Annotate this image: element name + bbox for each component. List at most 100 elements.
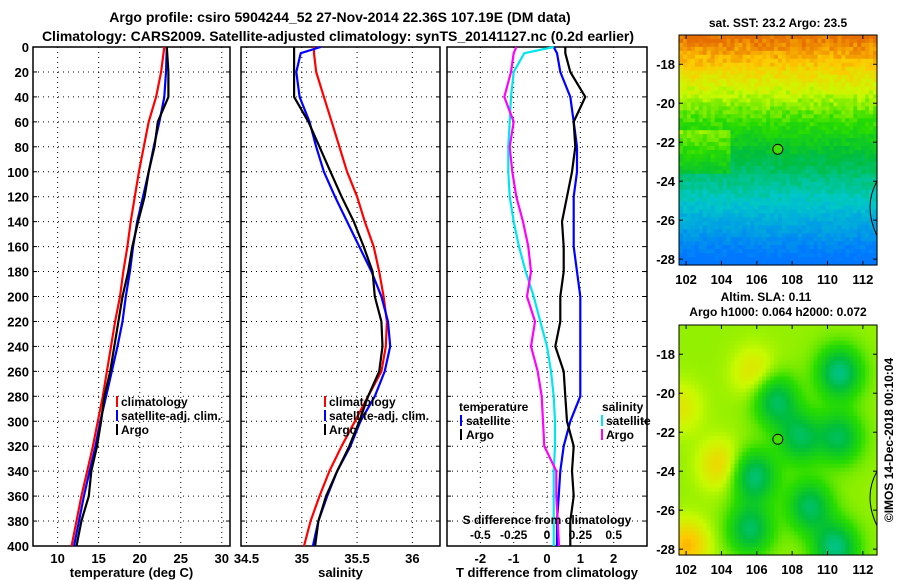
- map-cell: [698, 344, 704, 350]
- map-cell: [857, 74, 862, 80]
- map-cell: [754, 360, 759, 366]
- map-cell: [778, 416, 783, 421]
- map-cell: [857, 328, 862, 334]
- map-cell: [722, 78, 728, 84]
- map-cell: [770, 447, 775, 453]
- map-cell: [833, 118, 838, 123]
- map-cell: [722, 62, 728, 68]
- map-cell: [845, 138, 850, 143]
- map-cell: [861, 344, 866, 350]
- map-cell: [750, 340, 755, 346]
- map-cell: [869, 165, 874, 171]
- map-cell: [789, 90, 795, 96]
- map-cell: [789, 356, 795, 362]
- map-cell: [789, 46, 795, 52]
- map-cell: [738, 455, 743, 461]
- map-cell: [718, 412, 724, 417]
- map-cell: [694, 440, 700, 445]
- map-cell: [857, 126, 862, 131]
- map-cell: [770, 110, 775, 115]
- map-cell: [865, 185, 870, 191]
- map-cell: [738, 169, 743, 175]
- map-cell: [702, 50, 708, 56]
- map-cell: [714, 376, 720, 382]
- map-cell: [833, 58, 838, 64]
- map-cell: [686, 455, 692, 461]
- map-cell: [825, 86, 831, 92]
- map-cell: [833, 368, 838, 374]
- map-cell: [841, 221, 846, 226]
- map-cell: [762, 58, 767, 64]
- map-cell: [809, 86, 815, 92]
- map-cell: [861, 42, 866, 48]
- map-cell: [698, 62, 704, 68]
- map-cell: [873, 157, 878, 163]
- map-cell: [742, 348, 747, 354]
- map-cell: [793, 146, 799, 151]
- map-cell: [793, 122, 799, 127]
- map-cell: [825, 424, 831, 429]
- map-cell: [770, 46, 775, 52]
- map-cell: [845, 233, 850, 238]
- map-cell: [738, 146, 743, 151]
- map-cell: [793, 114, 799, 119]
- map-cell: [686, 233, 692, 238]
- map-cell: [833, 217, 838, 222]
- map-cell: [793, 181, 799, 187]
- map-cell: [770, 348, 775, 354]
- map-cell: [817, 42, 823, 48]
- map-cell: [726, 213, 732, 219]
- map-cell: [785, 209, 791, 215]
- map-cell: [690, 424, 696, 429]
- map-cell: [841, 424, 846, 429]
- map-cell: [714, 153, 720, 159]
- map-cell: [750, 325, 755, 330]
- map-cell: [726, 193, 732, 199]
- map-cell: [718, 344, 724, 350]
- map-cell: [809, 185, 815, 191]
- map-cell: [762, 384, 767, 390]
- map-cell: [770, 74, 775, 80]
- map-cell: [857, 177, 862, 183]
- map-cell: [730, 412, 736, 417]
- map-cell: [781, 86, 787, 92]
- map-cell: [754, 253, 759, 258]
- map-cell: [809, 459, 815, 465]
- map-cell: [679, 241, 684, 246]
- map-cell: [766, 205, 771, 211]
- map-cell: [738, 102, 743, 107]
- map-cell: [686, 447, 692, 453]
- map-cell: [813, 384, 819, 390]
- map-cell: [813, 249, 819, 254]
- map-cell: [789, 54, 795, 60]
- map-cell: [706, 459, 712, 465]
- map-cell: [738, 78, 743, 84]
- map-cell: [682, 197, 688, 203]
- map-cell: [706, 360, 712, 366]
- map-cell: [722, 102, 728, 107]
- map-cell: [682, 332, 688, 338]
- map-cell: [722, 213, 728, 219]
- map-cell: [686, 70, 692, 76]
- map-cell: [793, 364, 799, 370]
- map-cell: [809, 241, 815, 246]
- map-cell: [853, 181, 858, 187]
- map-cell: [686, 78, 692, 84]
- map-cell: [865, 380, 870, 386]
- map-cell: [770, 54, 775, 60]
- map-cell: [710, 181, 716, 187]
- map-cell: [718, 451, 724, 457]
- map-cell: [861, 106, 866, 111]
- map-cell: [682, 146, 688, 151]
- map-cell: [781, 241, 787, 246]
- map-cell: [801, 106, 807, 111]
- map-cell: [817, 447, 823, 453]
- series-line-climatology: [70, 46, 166, 547]
- map-cell: [801, 193, 807, 199]
- map-cell: [754, 443, 759, 449]
- map-cell: [821, 90, 827, 96]
- map-cell: [770, 416, 775, 421]
- map-cell: [714, 459, 720, 465]
- map-cell: [809, 229, 815, 234]
- map-cell: [797, 165, 803, 171]
